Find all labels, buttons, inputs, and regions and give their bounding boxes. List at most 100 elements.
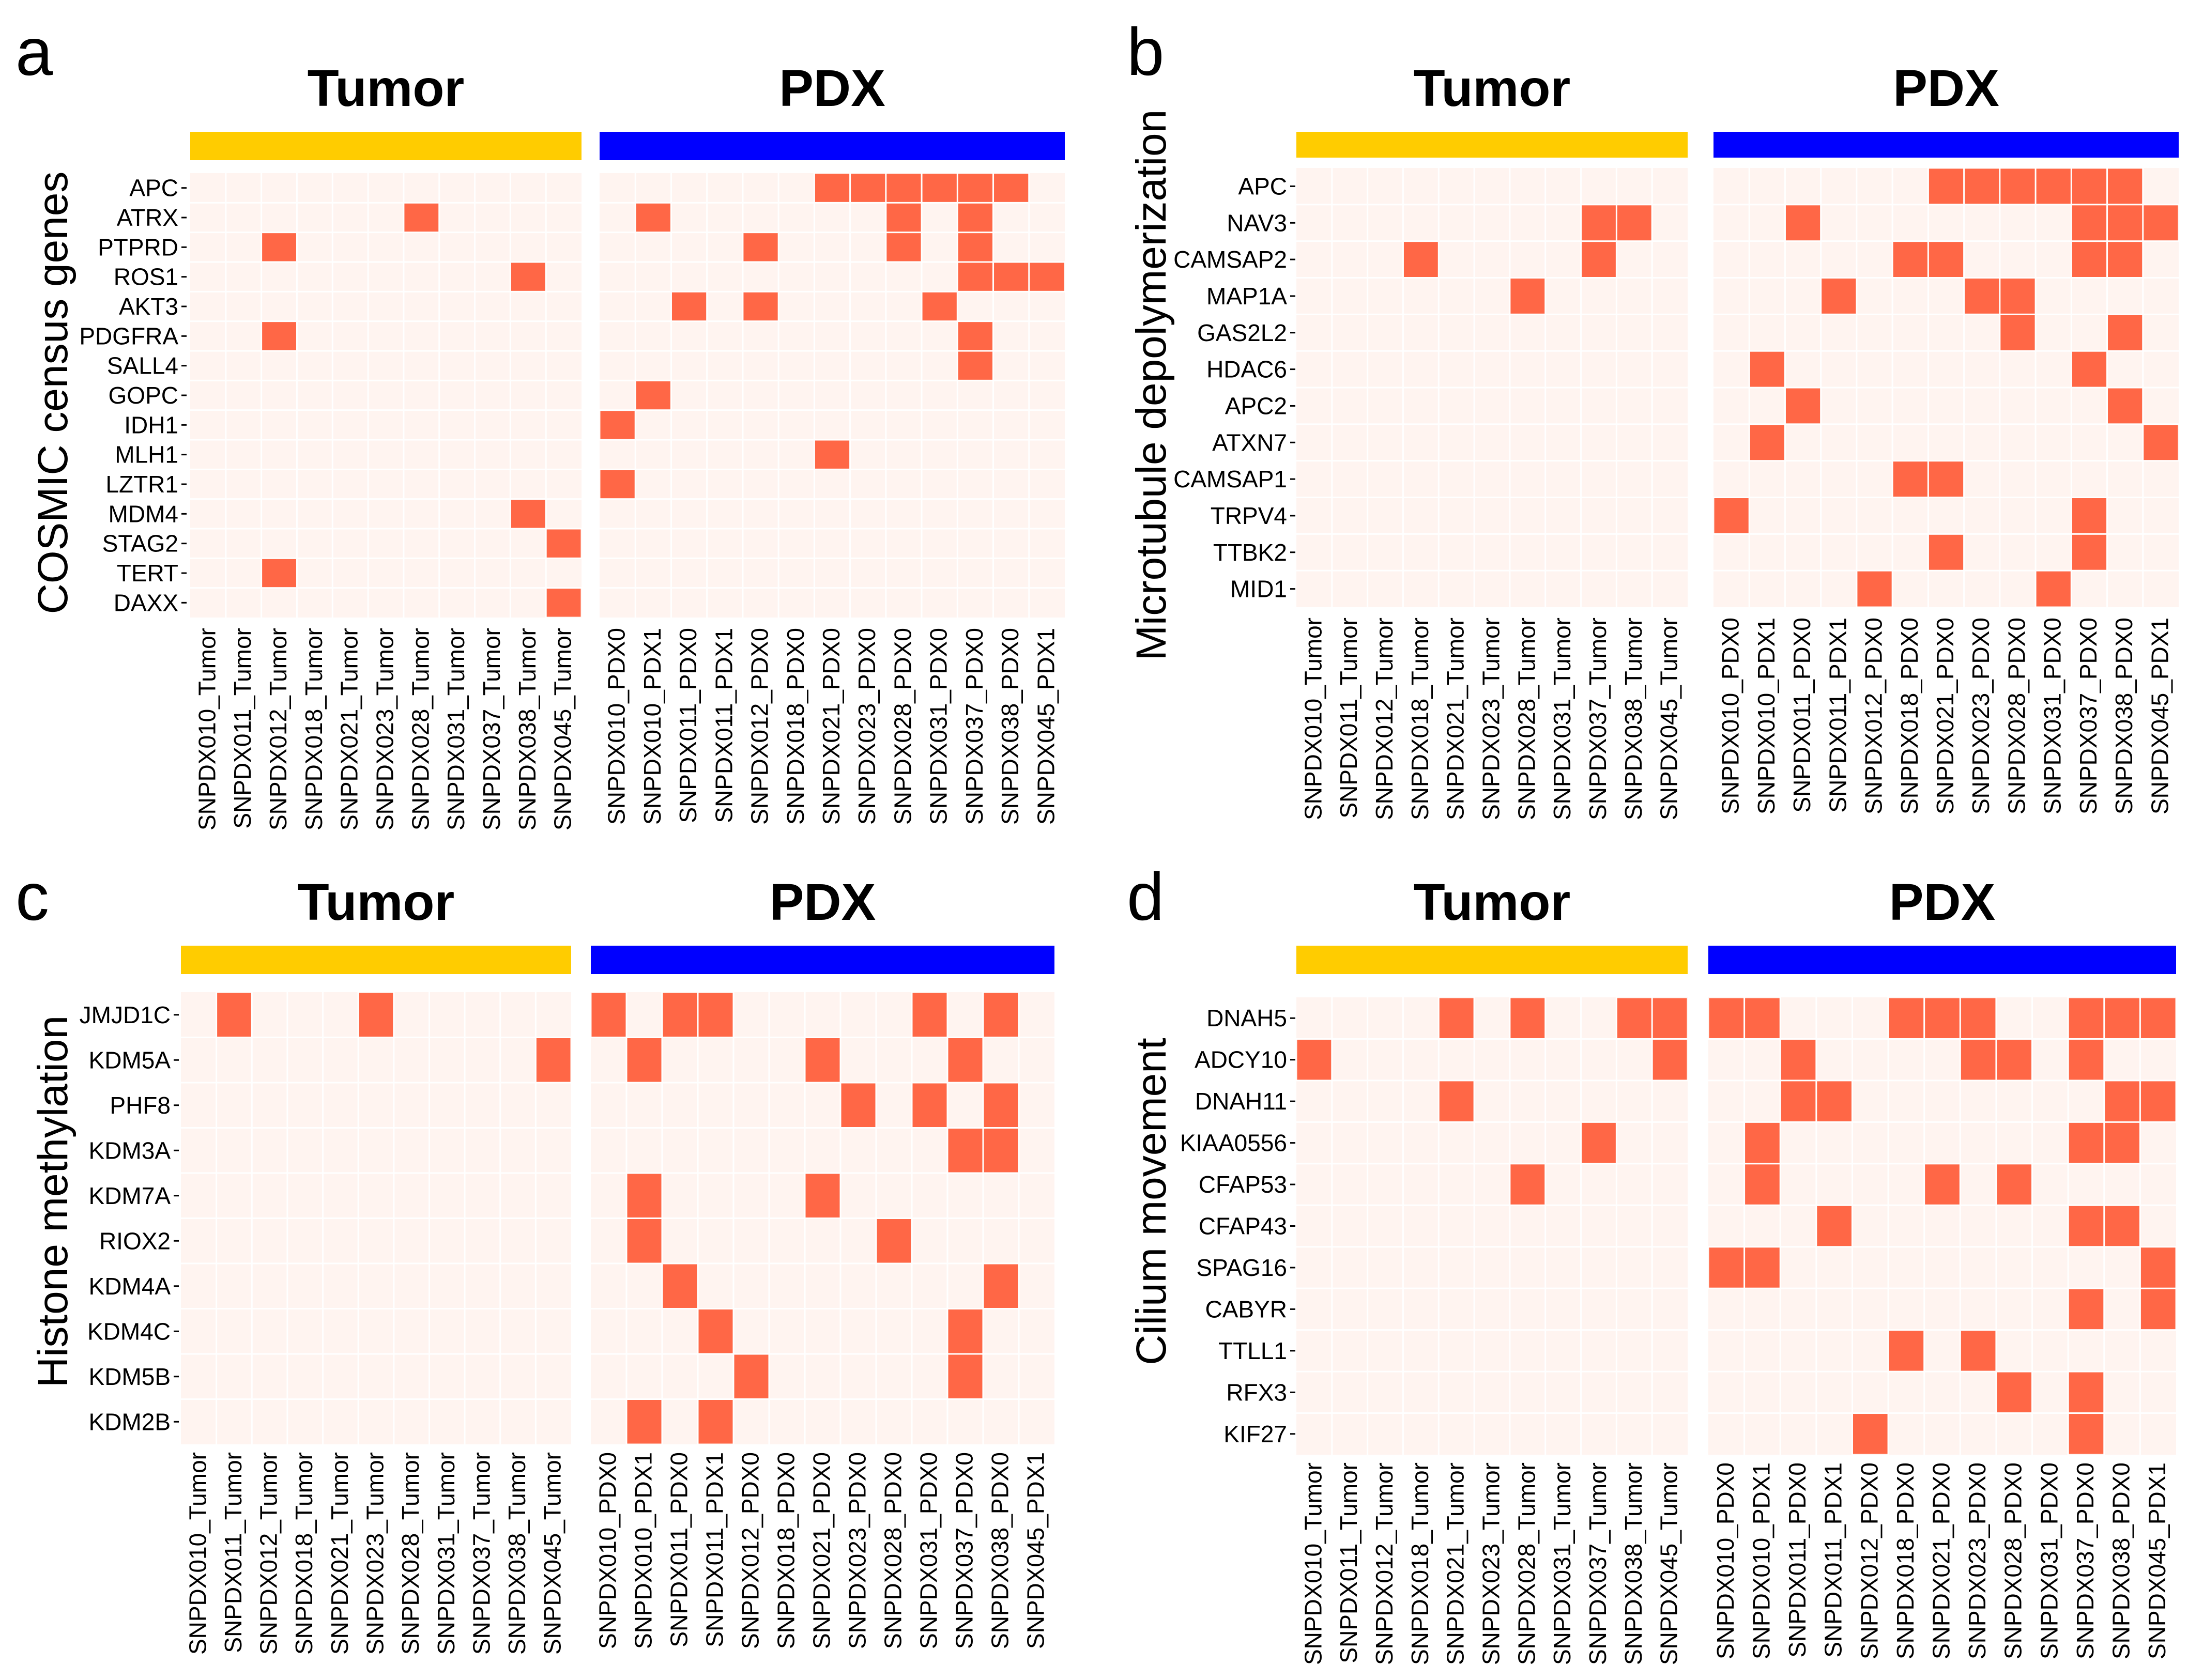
mutation-cell-pdx-KDM4A-SNPDX038_PDX0: [984, 1264, 1018, 1308]
row-label: PDGFRA: [79, 322, 178, 349]
column-label: SNPDX037_Tumor: [1584, 618, 1611, 820]
column-label: SNPDX045_PDX1: [2146, 618, 2173, 814]
column-label: SNPDX011_PDX0: [1784, 1462, 1811, 1658]
mutation-cell-pdx-TTLL1-SNPDX023_PDX0: [1961, 1331, 1996, 1371]
tumor-group-bar: [1296, 946, 1688, 974]
mutation-cell-pdx-ADCY10-SNPDX011_PDX0: [1781, 1039, 1816, 1080]
mutation-cell-pdx-KDM3A-SNPDX038_PDX0: [984, 1129, 1018, 1173]
column-label: SNPDX023_PDX0: [844, 1452, 871, 1649]
row-label: RIOX2: [99, 1227, 171, 1254]
mutation-cell-tumor-JMJD1C-SNPDX011_Tumor: [217, 993, 251, 1037]
column-label: SNPDX021_PDX0: [808, 1452, 835, 1649]
row-label: PHF8: [110, 1092, 171, 1119]
column-label: SNPDX011_PDX1: [1820, 1462, 1847, 1658]
column-label: SNPDX012_Tumor: [255, 1452, 282, 1655]
column-label: SNPDX028_PDX0: [889, 628, 916, 825]
column-label: SNPDX031_Tumor: [442, 628, 469, 830]
mutation-cell-pdx-KDM2B-SNPDX011_PDX1: [698, 1400, 733, 1444]
column-label: SNPDX021_Tumor: [1442, 618, 1469, 820]
mutation-cell-pdx-KIAA0556-SNPDX010_PDX1: [1745, 1122, 1780, 1163]
group-title-pdx: PDX: [779, 59, 885, 117]
mutation-cell-pdx-TTLL1-SNPDX018_PDX0: [1889, 1331, 1924, 1371]
column-label: SNPDX011_PDX1: [710, 628, 737, 823]
mutation-cell-tumor-DNAH5-SNPDX038_Tumor: [1617, 998, 1651, 1038]
row-label: KDM2B: [89, 1408, 171, 1435]
mutation-cell-pdx-SPAG16-SNPDX010_PDX0: [1709, 1247, 1744, 1288]
mutation-cell-pdx-DNAH5-SNPDX018_PDX0: [1889, 998, 1924, 1038]
row-label: NAV3: [1227, 209, 1287, 236]
mutation-cell-pdx-JMJD1C-SNPDX011_PDX0: [663, 993, 697, 1037]
row-label: ROS1: [114, 264, 178, 290]
mutation-cell-tumor-DNAH5-SNPDX021_Tumor: [1439, 998, 1474, 1038]
column-label: SNPDX011_PDX1: [1824, 618, 1851, 813]
mutation-cell-tumor-MAP1A-SNPDX028_Tumor: [1510, 279, 1545, 314]
mutation-cell-pdx-CFAP53-SNPDX021_PDX0: [1925, 1164, 1960, 1205]
mutation-cell-pdx-APC-SNPDX031_PDX0: [2036, 168, 2071, 204]
row-label: GOPC: [109, 382, 178, 409]
mutation-cell-pdx-DNAH5-SNPDX021_PDX0: [1925, 998, 1960, 1038]
column-label: SNPDX011_PDX0: [1788, 618, 1815, 813]
column-label: SNPDX028_Tumor: [1513, 1462, 1540, 1665]
column-label: SNPDX038_Tumor: [1620, 1462, 1647, 1665]
row-label: ADCY10: [1195, 1046, 1287, 1073]
mutation-cell-pdx-KDM4A-SNPDX011_PDX0: [663, 1264, 697, 1308]
column-label: SNPDX023_PDX0: [853, 628, 880, 825]
mutation-cell-pdx-RFX3-SNPDX037_PDX0: [2069, 1372, 2104, 1413]
mutation-cell-pdx-PHF8-SNPDX023_PDX0: [841, 1083, 876, 1127]
mutation-cell-pdx-CFAP53-SNPDX010_PDX1: [1745, 1164, 1780, 1205]
mutation-cell-pdx-APC-SNPDX023_PDX0: [851, 174, 885, 202]
mutation-cell-pdx-JMJD1C-SNPDX010_PDX0: [591, 993, 626, 1037]
column-label: SNPDX037_Tumor: [478, 628, 505, 830]
mutation-cell-pdx-CAMSAP2-SNPDX037_PDX0: [2072, 242, 2107, 277]
column-label: SNPDX010_PDX0: [594, 1452, 621, 1649]
column-label: SNPDX031_PDX0: [2039, 618, 2066, 814]
column-label: SNPDX028_PDX0: [2000, 1462, 2027, 1659]
column-label: SNPDX045_PDX1: [2144, 1462, 2170, 1659]
mutation-cell-pdx-KDM5B-SNPDX012_PDX0: [734, 1354, 769, 1398]
mutation-cell-pdx-APC-SNPDX037_PDX0: [958, 174, 993, 202]
row-label: LZTR1: [105, 471, 178, 498]
column-label: SNPDX021_Tumor: [326, 1452, 353, 1655]
column-label: SNPDX037_PDX0: [961, 628, 988, 825]
column-label: SNPDX018_PDX0: [1892, 1462, 1919, 1659]
mutation-cell-pdx-ATRX-SNPDX037_PDX0: [958, 203, 993, 232]
mutation-cell-pdx-ADCY10-SNPDX037_PDX0: [2069, 1039, 2104, 1080]
tumor-group-bar: [190, 132, 582, 160]
column-label: SNPDX010_Tumor: [193, 628, 220, 830]
column-label: SNPDX018_PDX0: [773, 1452, 800, 1649]
panel-letter: a: [16, 14, 53, 89]
mutation-cell-pdx-APC-SNPDX028_PDX0: [2000, 168, 2035, 204]
mutation-cell-tumor-CAMSAP2-SNPDX018_Tumor: [1403, 242, 1438, 277]
row-label: APC: [129, 175, 178, 202]
panel-a: a COSMIC census genes Tumor PDX SNPDX010_Tum…: [16, 14, 1065, 830]
tumor-heatmap-background: [1296, 997, 1688, 1455]
mutation-cell-pdx-KIAA0556-SNPDX038_PDX0: [2105, 1122, 2139, 1163]
row-label: CAMSAP1: [1173, 466, 1287, 492]
mutation-cell-pdx-APC-SNPDX021_PDX0: [1929, 168, 1964, 204]
column-label: SNPDX018_PDX0: [782, 628, 809, 825]
mutation-cell-pdx-KIF27-SNPDX012_PDX0: [1853, 1414, 1888, 1454]
mutation-cell-pdx-ADCY10-SNPDX023_PDX0: [1961, 1039, 1996, 1080]
column-label: SNPDX010_PDX1: [630, 1452, 657, 1649]
column-label: SNPDX010_PDX1: [639, 628, 666, 825]
mutation-cell-pdx-CABYR-SNPDX037_PDX0: [2069, 1289, 2104, 1330]
column-label: SNPDX028_Tumor: [397, 1452, 424, 1655]
mutation-cell-tumor-NAV3-SNPDX038_Tumor: [1617, 205, 1651, 241]
column-label: SNPDX038_Tumor: [1620, 618, 1647, 820]
mutation-cell-pdx-APC2-SNPDX011_PDX0: [1785, 388, 1820, 424]
mutation-cell-tumor-JMJD1C-SNPDX023_Tumor: [359, 993, 393, 1037]
mutation-cell-pdx-JMJD1C-SNPDX031_PDX0: [912, 993, 947, 1037]
mutation-cell-pdx-APC-SNPDX038_PDX0: [994, 174, 1029, 202]
mutation-cell-pdx-KDM5B-SNPDX037_PDX0: [948, 1354, 983, 1398]
row-label: ATXN7: [1212, 429, 1287, 456]
row-label: DNAH5: [1206, 1005, 1287, 1031]
mutation-cell-pdx-PDGFRA-SNPDX037_PDX0: [958, 322, 993, 350]
mutation-cell-pdx-DNAH11-SNPDX011_PDX0: [1781, 1081, 1816, 1121]
mutation-cell-pdx-RFX3-SNPDX028_PDX0: [1997, 1372, 2032, 1413]
mutation-cell-tumor-CFAP53-SNPDX028_Tumor: [1510, 1164, 1545, 1205]
mutation-cell-pdx-AKT3-SNPDX031_PDX0: [922, 292, 957, 321]
mutation-cell-pdx-HDAC6-SNPDX037_PDX0: [2072, 351, 2107, 387]
mutation-cell-pdx-CFAP43-SNPDX037_PDX0: [2069, 1206, 2104, 1246]
mutation-cell-pdx-MLH1-SNPDX021_PDX0: [815, 440, 850, 469]
